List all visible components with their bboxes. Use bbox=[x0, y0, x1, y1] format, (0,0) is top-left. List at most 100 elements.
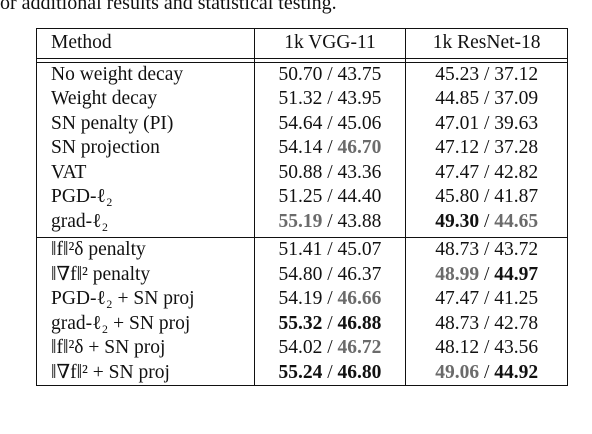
resnet-value: 49.30 bbox=[435, 210, 480, 232]
vgg-value: 44.40 bbox=[337, 186, 382, 207]
vgg-value: 43.75 bbox=[337, 63, 382, 85]
table-row: VAT 50.88 / 43.36 47.47 / 42.82 bbox=[36, 160, 568, 185]
value-separator: / bbox=[322, 137, 338, 158]
method-cell: SN penalty (PI) bbox=[36, 111, 255, 136]
vgg-value: 43.88 bbox=[337, 210, 382, 232]
resnet-value: 45.80 bbox=[435, 186, 480, 207]
resnet-value: 47.47 bbox=[435, 161, 480, 183]
vgg-value: 54.02 bbox=[278, 337, 323, 358]
value-separator: / bbox=[322, 288, 338, 309]
table-row: SN penalty (PI) 54.64 / 45.06 47.01 / 39.6… bbox=[36, 111, 568, 136]
value-separator: / bbox=[322, 263, 338, 285]
table-row: Weight decay 51.32 / 43.95 44.85 / 37.09 bbox=[36, 87, 568, 112]
vgg-value: 54.19 bbox=[278, 288, 323, 309]
vgg-value: 46.66 bbox=[337, 288, 382, 309]
resnet-value: 43.56 bbox=[494, 337, 539, 358]
table-row: ‖∇f‖² + SN proj 55.24 / 46.80 49.06 / 44.9… bbox=[36, 360, 568, 386]
vgg-cell: 55.32 / 46.88 bbox=[253, 311, 407, 336]
value-separator: / bbox=[479, 361, 495, 383]
vgg-value: 51.25 bbox=[278, 186, 323, 207]
vgg-value: 50.88 bbox=[278, 161, 323, 183]
resnet-cell: 48.73 / 43.72 bbox=[405, 237, 568, 263]
method-cell: ‖f‖²δ penalty bbox=[36, 237, 255, 263]
value-separator: / bbox=[479, 88, 495, 109]
value-separator: / bbox=[479, 63, 495, 85]
value-separator: / bbox=[479, 161, 495, 183]
resnet-value: 45.23 bbox=[435, 63, 480, 85]
header-row: Method 1k VGG-11 1k ResNet-18 bbox=[36, 28, 568, 59]
row-spacer bbox=[36, 234, 568, 238]
vgg-value: 43.95 bbox=[337, 88, 382, 109]
resnet-cell: 47.01 / 39.63 bbox=[405, 111, 568, 136]
caption-fragment: or additional results and statistical te… bbox=[0, 0, 337, 14]
value-separator: / bbox=[479, 210, 495, 232]
resnet-value: 44.65 bbox=[494, 210, 539, 232]
value-separator: / bbox=[479, 288, 495, 309]
method-cell: ‖f‖²δ + SN proj bbox=[36, 336, 255, 361]
vgg-value: 55.19 bbox=[278, 210, 323, 232]
resnet-value: 44.92 bbox=[494, 361, 539, 383]
table-row: ‖f‖²δ + SN proj 54.02 / 46.72 48.12 / 43.5… bbox=[36, 336, 568, 361]
resnet-cell: 49.30 / 44.65 bbox=[405, 209, 568, 234]
resnet-value: 44.97 bbox=[494, 263, 539, 285]
value-separator: / bbox=[322, 239, 338, 260]
method-cell: SN projection bbox=[36, 136, 255, 161]
table-body: No weight decay 50.70 / 43.75 45.23 / 37.1… bbox=[36, 58, 568, 386]
vgg-cell: 54.19 / 46.66 bbox=[253, 287, 407, 312]
resnet-cell: 47.47 / 42.82 bbox=[405, 160, 568, 185]
resnet-cell: 47.47 / 41.25 bbox=[405, 287, 568, 312]
resnet-cell: 45.80 / 41.87 bbox=[405, 185, 568, 210]
resnet-value: 37.09 bbox=[494, 88, 539, 109]
vgg-value: 46.70 bbox=[337, 137, 382, 158]
vgg-value: 46.37 bbox=[337, 263, 382, 285]
spacer-cell bbox=[36, 58, 255, 62]
vgg-cell: 54.02 / 46.72 bbox=[253, 336, 407, 361]
value-separator: / bbox=[322, 161, 338, 183]
resnet-value: 47.01 bbox=[435, 112, 480, 134]
value-separator: / bbox=[479, 263, 495, 285]
resnet-cell: 49.06 / 44.92 bbox=[405, 360, 568, 386]
resnet-cell: 48.12 / 43.56 bbox=[405, 336, 568, 361]
method-cell: ‖∇f‖² + SN proj bbox=[36, 360, 255, 386]
value-separator: / bbox=[479, 112, 495, 134]
value-separator: / bbox=[322, 361, 338, 383]
resnet-value: 47.47 bbox=[435, 288, 480, 309]
table-row: ‖∇f‖² penalty 54.80 / 46.37 48.99 / 44.97 bbox=[36, 262, 568, 287]
method-cell: PGD-ℓ₂ + SN proj bbox=[36, 287, 255, 312]
table-row: grad-ℓ₂ + SN proj 55.32 / 46.88 48.73 / 42… bbox=[36, 311, 568, 336]
method-cell: PGD-ℓ₂ bbox=[36, 185, 255, 210]
value-separator: / bbox=[479, 137, 495, 158]
vgg-value: 46.80 bbox=[337, 361, 382, 383]
vgg-cell: 50.70 / 43.75 bbox=[253, 61, 407, 87]
vgg-value: 55.32 bbox=[278, 312, 323, 334]
resnet-value: 48.99 bbox=[435, 263, 480, 285]
resnet-value: 44.85 bbox=[435, 88, 480, 109]
table-row: ‖f‖²δ penalty 51.41 / 45.07 48.73 / 43.72 bbox=[36, 237, 568, 263]
spacer-cell bbox=[405, 58, 568, 62]
table-row: SN projection 54.14 / 46.70 47.12 / 37.28 bbox=[36, 136, 568, 161]
value-separator: / bbox=[322, 112, 338, 134]
resnet-value: 37.12 bbox=[494, 63, 539, 85]
table-row: PGD-ℓ₂ 51.25 / 44.40 45.80 / 41.87 bbox=[36, 185, 568, 210]
value-separator: / bbox=[322, 312, 338, 334]
vgg-value: 50.70 bbox=[278, 63, 323, 85]
vgg-value: 54.14 bbox=[278, 137, 323, 158]
method-cell: VAT bbox=[36, 160, 255, 185]
table-row: grad-ℓ₂ 55.19 / 43.88 49.30 / 44.65 bbox=[36, 209, 568, 234]
resnet-cell: 44.85 / 37.09 bbox=[405, 87, 568, 112]
resnet-value: 41.87 bbox=[494, 186, 539, 207]
vgg-cell: 54.80 / 46.37 bbox=[253, 262, 407, 287]
table-row: PGD-ℓ₂ + SN proj 54.19 / 46.66 47.47 / 41.… bbox=[36, 287, 568, 312]
value-separator: / bbox=[479, 239, 495, 260]
vgg-value: 46.88 bbox=[337, 312, 382, 334]
value-separator: / bbox=[322, 186, 338, 207]
resnet-value: 48.12 bbox=[435, 337, 480, 358]
vgg-cell: 55.19 / 43.88 bbox=[253, 209, 407, 234]
resnet-value: 39.63 bbox=[494, 112, 539, 134]
header-vgg: 1k VGG-11 bbox=[253, 28, 407, 59]
method-cell: No weight decay bbox=[36, 61, 255, 87]
value-separator: / bbox=[322, 337, 338, 358]
row-spacer bbox=[36, 58, 568, 62]
vgg-value: 55.24 bbox=[278, 361, 323, 383]
value-separator: / bbox=[479, 186, 495, 207]
